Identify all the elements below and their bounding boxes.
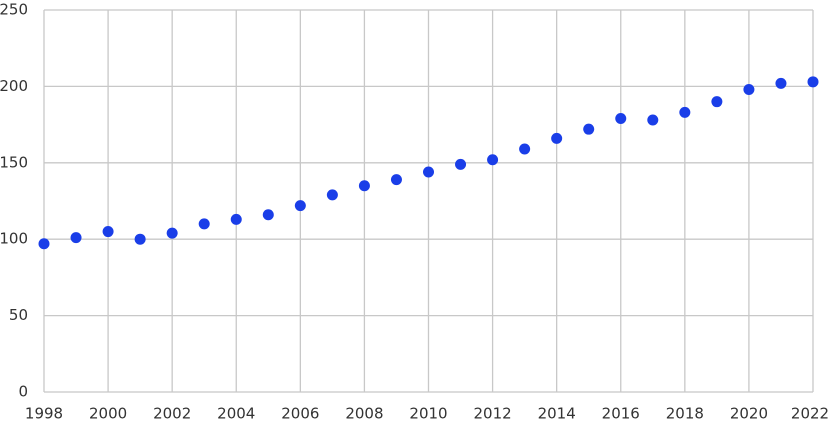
point [358,180,370,192]
x-tick-label: 2014 [538,405,576,423]
point [102,226,114,238]
point [38,238,50,250]
x-tick-label: 2022 [791,405,829,423]
point [423,166,434,178]
y-tick-label: 250 [0,1,28,19]
point [743,83,755,95]
point [326,189,338,201]
point [807,76,819,88]
x-tick-label: 2010 [409,405,447,423]
y-tick-label: 100 [0,230,28,248]
y-tick-label: 0 [18,383,28,401]
point [775,77,787,89]
y-tick-label: 150 [0,153,28,171]
x-tick-label: 2016 [602,405,640,423]
point [647,114,659,126]
x-tick-label: 2020 [730,405,768,423]
y-tick-label: 200 [0,77,28,95]
x-tick-label: 2012 [473,405,511,423]
x-tick-label: 2002 [153,405,191,423]
x-tick-label: 2008 [345,405,383,423]
point [519,143,531,155]
point [294,200,306,212]
point [679,106,691,118]
point [166,227,178,239]
x-tick-label: 2000 [89,405,127,423]
x-tick-label: 2018 [666,405,704,423]
point [70,232,82,244]
point [230,213,242,225]
point [390,174,402,186]
x-tick-label: 1998 [25,405,63,423]
point [583,123,595,135]
point [551,132,563,144]
point [198,218,210,230]
point [711,96,723,108]
point [262,209,274,221]
point [487,154,499,166]
y-tick-label: 50 [9,306,28,324]
point [134,233,146,245]
x-tick-label: 2006 [281,405,319,423]
point [615,112,627,124]
x-tick-label: 2004 [217,405,255,423]
point [455,158,467,170]
